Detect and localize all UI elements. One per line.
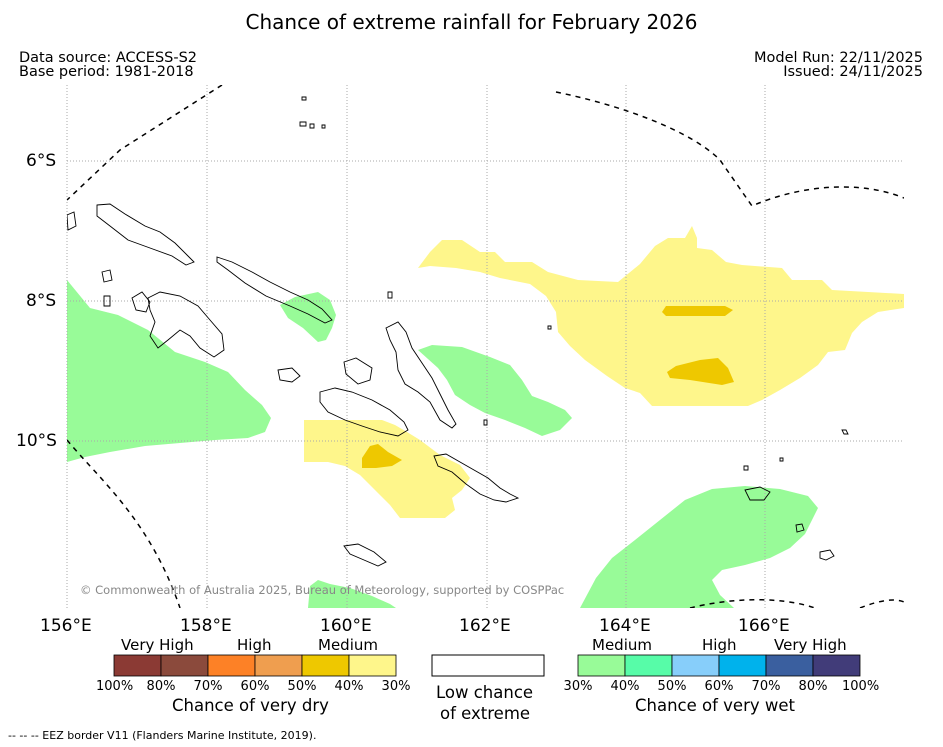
legend-dry-swatch [301,654,350,677]
legend-wet-high: High [702,636,737,654]
legend-dry-tick-label: 30% [381,679,411,694]
base-period-text: Base period: 1981-2018 [19,64,194,80]
issued-text: Issued: 24/11/2025 [783,64,923,80]
legend-dry-swatch [254,654,303,677]
dry-region-guadalcanal [304,420,470,518]
legend-dry-swatch [207,654,256,677]
legend-dry-swatch [160,654,209,677]
legend-wet-tick-label: 80% [798,679,828,694]
wet-region-south [308,580,396,608]
legend-wet-tick-label: 100% [842,679,880,694]
lon-label: 162°E [459,616,511,636]
legend-neutral-caption-1: Low chance [436,683,534,702]
lat-label: 10°S [16,431,57,451]
lat-label: 8°S [26,291,57,311]
dry-region-east [418,226,904,406]
lat-label: 6°S [26,151,57,171]
legend-dry-tick-label: 100% [96,679,134,694]
lon-label: 164°E [599,616,651,636]
legend-dry-high: High [237,636,272,654]
legend-wet-caption: Chance of very wet [635,696,795,715]
legend-dry-swatch [113,654,162,677]
legend-dry-bar [113,654,397,677]
model-run-text: Model Run: 22/11/2025 [753,50,923,66]
legend-neutral-caption-2: of extreme [440,704,531,723]
legend-dry-caption: Chance of very dry [172,696,329,715]
legend-wet-tick-label: 50% [657,679,687,694]
legend-wet-swatch [812,654,861,677]
shaded-regions [67,226,904,608]
legend-wet-tick-label: 60% [704,679,734,694]
legend-dry-very-high: Very High [121,636,194,654]
wet-region-santa-cruz [580,486,818,608]
legend-wet-very-high: Very High [774,636,847,654]
copyright-text: © Commonwealth of Australia 2025, Bureau… [80,583,565,597]
legend-dry-tick-label: 40% [334,679,364,694]
legend-wet-tick-label: 40% [610,679,640,694]
footer-note: -- -- -- EEZ border V11 (Flanders Marine… [8,729,317,742]
page-title: Chance of extreme rainfall for February … [245,10,698,34]
wet-region-malaita [418,345,572,436]
legend-wet-swatch [577,654,626,677]
legend-neutral-box [431,654,545,677]
gridlines [66,85,904,608]
dry-patch-east-north [662,306,733,316]
wet-region-west [67,280,271,462]
wet-region-new-georgia [280,292,336,342]
legend-dry-medium: Medium [318,636,378,654]
legend-dry-tick-label: 80% [146,679,176,694]
legend-wet-bar [577,654,861,677]
legend-dry-swatch [348,654,397,677]
legend-wet-swatch [718,654,767,677]
lon-label: 166°E [738,616,790,636]
legend-dry-tick-label: 50% [287,679,317,694]
coastlines [67,96,849,567]
dry-patch-guadalcanal [362,444,402,468]
legend-wet-swatch [624,654,673,677]
legend-wet-swatch [765,654,814,677]
dry-patch-east-south [667,358,734,385]
data-source-text: Data source: ACCESS-S2 [19,50,198,66]
eez-borders [67,85,904,608]
lon-label: 158°E [180,616,232,636]
legend-wet-tick-label: 70% [751,679,781,694]
legend-wet-tick-label: 30% [563,679,593,694]
lon-label: 156°E [40,616,92,636]
legend-wet-medium: Medium [592,636,652,654]
legend-wet-swatch [671,654,720,677]
lon-label: 160°E [320,616,372,636]
legend-dry-tick-label: 60% [240,679,270,694]
legend-dry-tick-label: 70% [193,679,223,694]
